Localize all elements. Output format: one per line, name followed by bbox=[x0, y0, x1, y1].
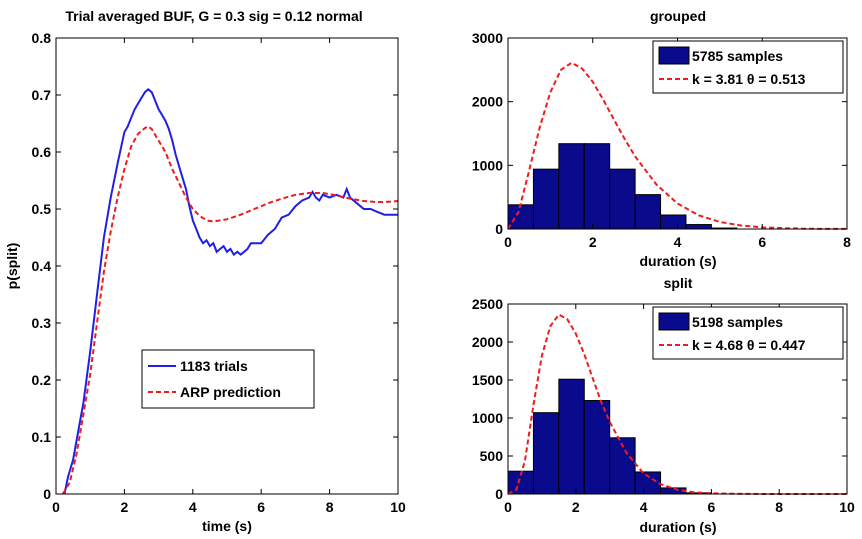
grouped-ytick-label: 1000 bbox=[472, 157, 503, 173]
main-xtick-label: 0 bbox=[52, 499, 60, 515]
main-xtick-label: 10 bbox=[390, 499, 406, 515]
trials-series-line bbox=[63, 87, 398, 495]
main-ytick-label: 0.6 bbox=[32, 144, 52, 160]
grouped-histogram-bars bbox=[507, 143, 738, 230]
main-xtick-label: 6 bbox=[257, 499, 265, 515]
grouped-histogram-bar bbox=[583, 143, 611, 230]
grouped-xtick-label: 8 bbox=[843, 234, 851, 250]
split-histogram-bar bbox=[558, 378, 585, 495]
main-chart-xlabel: time (s) bbox=[202, 518, 252, 534]
grouped-ytick-label: 2000 bbox=[472, 94, 503, 110]
split-xtick-label: 0 bbox=[504, 499, 512, 515]
main-xtick-label: 2 bbox=[121, 499, 129, 515]
main-line-chart: Trial averaged BUF, G = 0.3 sig = 0.12 n… bbox=[4, 8, 406, 534]
split-legend-swatch-samples bbox=[658, 312, 690, 331]
main-chart-ticks: 0 2 4 6 8 10 0 0.1 0.2 0.3 0.4 0.5 0.6 0.7 0.8 bbox=[32, 30, 406, 515]
grouped-histogram-bar bbox=[660, 214, 687, 230]
main-ytick-label: 0.7 bbox=[32, 87, 52, 103]
grouped-chart-title: grouped bbox=[650, 8, 706, 24]
grouped-xtick-label: 4 bbox=[674, 234, 682, 250]
grouped-histogram-bar bbox=[532, 168, 560, 230]
grouped-legend-label-samples: 5785 samples bbox=[692, 48, 783, 64]
main-chart-axes-box bbox=[55, 37, 399, 495]
split-legend-label-fit: k = 4.68 θ = 0.447 bbox=[692, 337, 806, 353]
grouped-ytick-label: 0 bbox=[495, 221, 503, 237]
main-ytick-label: 0.5 bbox=[32, 201, 52, 217]
grouped-histogram-bar bbox=[558, 143, 585, 230]
main-chart-ylabel: p(split) bbox=[4, 243, 20, 290]
main-chart-legend: 1183 trials ARP prediction bbox=[141, 349, 315, 409]
split-chart-xlabel: duration (s) bbox=[640, 519, 717, 535]
split-legend-label-samples: 5198 samples bbox=[692, 314, 783, 330]
grouped-gamma-fit-line bbox=[507, 61, 847, 230]
split-xtick-label: 8 bbox=[775, 499, 783, 515]
main-ytick-label: 0.8 bbox=[32, 30, 52, 46]
split-ytick-label: 0 bbox=[495, 486, 503, 502]
split-ytick-label: 1000 bbox=[472, 410, 503, 426]
main-legend-label-arp: ARP prediction bbox=[180, 384, 281, 400]
grouped-legend-swatch-samples bbox=[658, 46, 690, 65]
main-xtick-label: 4 bbox=[189, 499, 197, 515]
grouped-xtick-label: 0 bbox=[504, 234, 512, 250]
main-ytick-label: 0.1 bbox=[32, 429, 52, 445]
grouped-histogram-chart: grouped duration (s) 0 2 4 6 80100020003000 … bbox=[472, 8, 851, 269]
grouped-histogram-bar bbox=[507, 204, 534, 230]
main-legend-box bbox=[141, 349, 315, 409]
main-ytick-label: 0.4 bbox=[32, 258, 52, 274]
grouped-xtick-label: 6 bbox=[758, 234, 766, 250]
split-chart-axes-box bbox=[507, 303, 848, 495]
grouped-chart-axes-box bbox=[507, 37, 848, 230]
grouped-chart-legend: 5785 samples k = 3.81 θ = 0.513 bbox=[652, 40, 844, 94]
split-histogram-bars bbox=[507, 378, 712, 495]
grouped-gamma-curve bbox=[507, 61, 847, 230]
split-ytick-label: 2000 bbox=[472, 334, 503, 350]
split-histogram-bar bbox=[583, 400, 611, 495]
grouped-ytick-label: 3000 bbox=[472, 30, 503, 46]
grouped-xtick-label: 2 bbox=[589, 234, 597, 250]
split-xtick-label: 6 bbox=[708, 499, 716, 515]
split-xtick-label: 4 bbox=[640, 499, 648, 515]
grouped-histogram-bar bbox=[634, 194, 662, 230]
split-ytick-label: 2500 bbox=[472, 296, 503, 312]
split-ytick-label: 500 bbox=[480, 448, 504, 464]
grouped-chart-ticks: 0 2 4 6 8 0 1000 2000 3000 bbox=[472, 30, 851, 250]
split-xtick-label: 10 bbox=[839, 499, 855, 515]
main-xtick-label: 8 bbox=[326, 499, 334, 515]
main-ytick-label: 0 bbox=[43, 486, 51, 502]
split-histogram-bar bbox=[532, 412, 560, 495]
grouped-histogram-bar bbox=[609, 168, 636, 230]
main-ytick-label: 0.2 bbox=[32, 372, 52, 388]
main-ytick-label: 0.3 bbox=[32, 315, 52, 331]
split-xtick-label: 2 bbox=[572, 499, 580, 515]
grouped-histogram-bar bbox=[685, 224, 712, 230]
grouped-legend-label-fit: k = 3.81 θ = 0.513 bbox=[692, 71, 806, 87]
split-chart-title: split bbox=[664, 275, 693, 291]
arp-prediction-line bbox=[61, 125, 399, 495]
split-chart-legend: 5198 samples k = 4.68 θ = 0.447 bbox=[652, 306, 844, 360]
split-ytick-label: 1500 bbox=[472, 372, 503, 388]
split-histogram-chart: split duration (s) 0 2 4 6 8 10 0 500 1000 1500 20… bbox=[472, 275, 855, 535]
main-chart-title: Trial averaged BUF, G = 0.3 sig = 0.12 n… bbox=[65, 8, 362, 24]
grouped-chart-xlabel: duration (s) bbox=[640, 253, 717, 269]
main-chart-series bbox=[61, 87, 399, 495]
main-legend-label-trials: 1183 trials bbox=[180, 358, 248, 374]
